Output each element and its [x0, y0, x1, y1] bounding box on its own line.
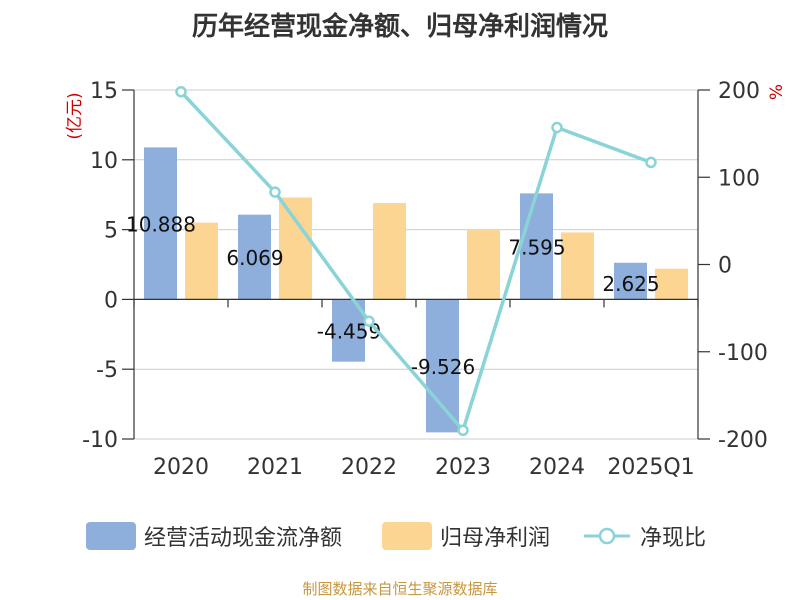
- right-tick-label: -100: [718, 341, 768, 366]
- data-label-operating-cash: 6.069: [226, 246, 283, 270]
- legend-item-operating-cash[interactable]: 经营活动现金流净额: [86, 518, 342, 554]
- legend-swatch-operating-cash: [86, 522, 136, 550]
- source-note: 制图数据来自恒生聚源数据库: [302, 580, 498, 598]
- axes: [122, 89, 710, 440]
- ratio-point: [363, 315, 375, 327]
- legend-swatch-ratio: [584, 527, 630, 545]
- chart-title: 历年经营现金净额、归母净利润情况: [191, 12, 608, 42]
- bars: [144, 147, 688, 433]
- bar-net-profit: [655, 268, 688, 300]
- ratio-series-line: [179, 90, 652, 433]
- ratio-point: [551, 121, 563, 134]
- legend-swatch-net-profit: [382, 522, 432, 550]
- left-tick-label: 0: [104, 288, 118, 313]
- ratio-point: [645, 156, 657, 169]
- ratio-line: [175, 85, 657, 437]
- left-axis-unit: (亿元): [65, 92, 85, 139]
- right-tick-label: 200: [718, 79, 760, 104]
- bar-net-profit: [467, 229, 500, 300]
- bar-net-profit: [373, 203, 406, 300]
- bar-operating-cash: [238, 214, 271, 300]
- bar-net-profit: [561, 232, 594, 300]
- legend: 经营活动现金流净额 归母净利润 净现比: [0, 518, 800, 554]
- bar-net-profit: [279, 197, 312, 300]
- bar-operating-cash: [426, 299, 459, 433]
- category-label: 2022: [341, 455, 397, 480]
- legend-item-net-profit[interactable]: 归母净利润: [382, 518, 550, 554]
- data-label-operating-cash: -9.526: [411, 355, 475, 379]
- right-tick-label: -200: [718, 428, 768, 453]
- left-tick-label: -10: [82, 428, 118, 453]
- category-label: 2023: [435, 455, 491, 480]
- data-label-operating-cash: 2.625: [602, 272, 659, 296]
- data-label-operating-cash: 10.888: [126, 212, 196, 236]
- left-tick-label: 10: [90, 149, 118, 174]
- right-axis-unit: %: [767, 84, 787, 100]
- right-tick-label: 100: [718, 166, 760, 191]
- legend-label-ratio: 净现比: [640, 526, 707, 551]
- left-tick-label: -5: [96, 358, 118, 383]
- bar-operating-cash: [614, 262, 647, 300]
- bar-operating-cash: [520, 193, 553, 300]
- category-label: 2025Q1: [607, 455, 694, 480]
- category-label: 2021: [247, 455, 303, 480]
- left-tick-label: 5: [104, 219, 118, 244]
- ratio-point: [269, 186, 281, 198]
- legend-label-net-profit: 归母净利润: [440, 526, 551, 551]
- legend-item-ratio[interactable]: 净现比: [582, 518, 706, 554]
- ratio-point: [175, 85, 187, 98]
- right-tick-label: 0: [718, 254, 732, 279]
- legend-label-operating-cash: 经营活动现金流净额: [144, 526, 343, 551]
- grid-lines: [134, 89, 698, 440]
- ratio-point: [457, 424, 469, 437]
- tick-labels: 15 10 5 0 -5 -10 200 100 0 -100 -200 2020 2021 2022 20…: [65, 79, 787, 480]
- bar-operating-cash: [144, 147, 177, 300]
- category-label: 2020: [153, 455, 209, 480]
- bar-net-profit: [185, 222, 218, 300]
- left-tick-label: 15: [90, 79, 118, 104]
- category-label: 2024: [529, 455, 585, 480]
